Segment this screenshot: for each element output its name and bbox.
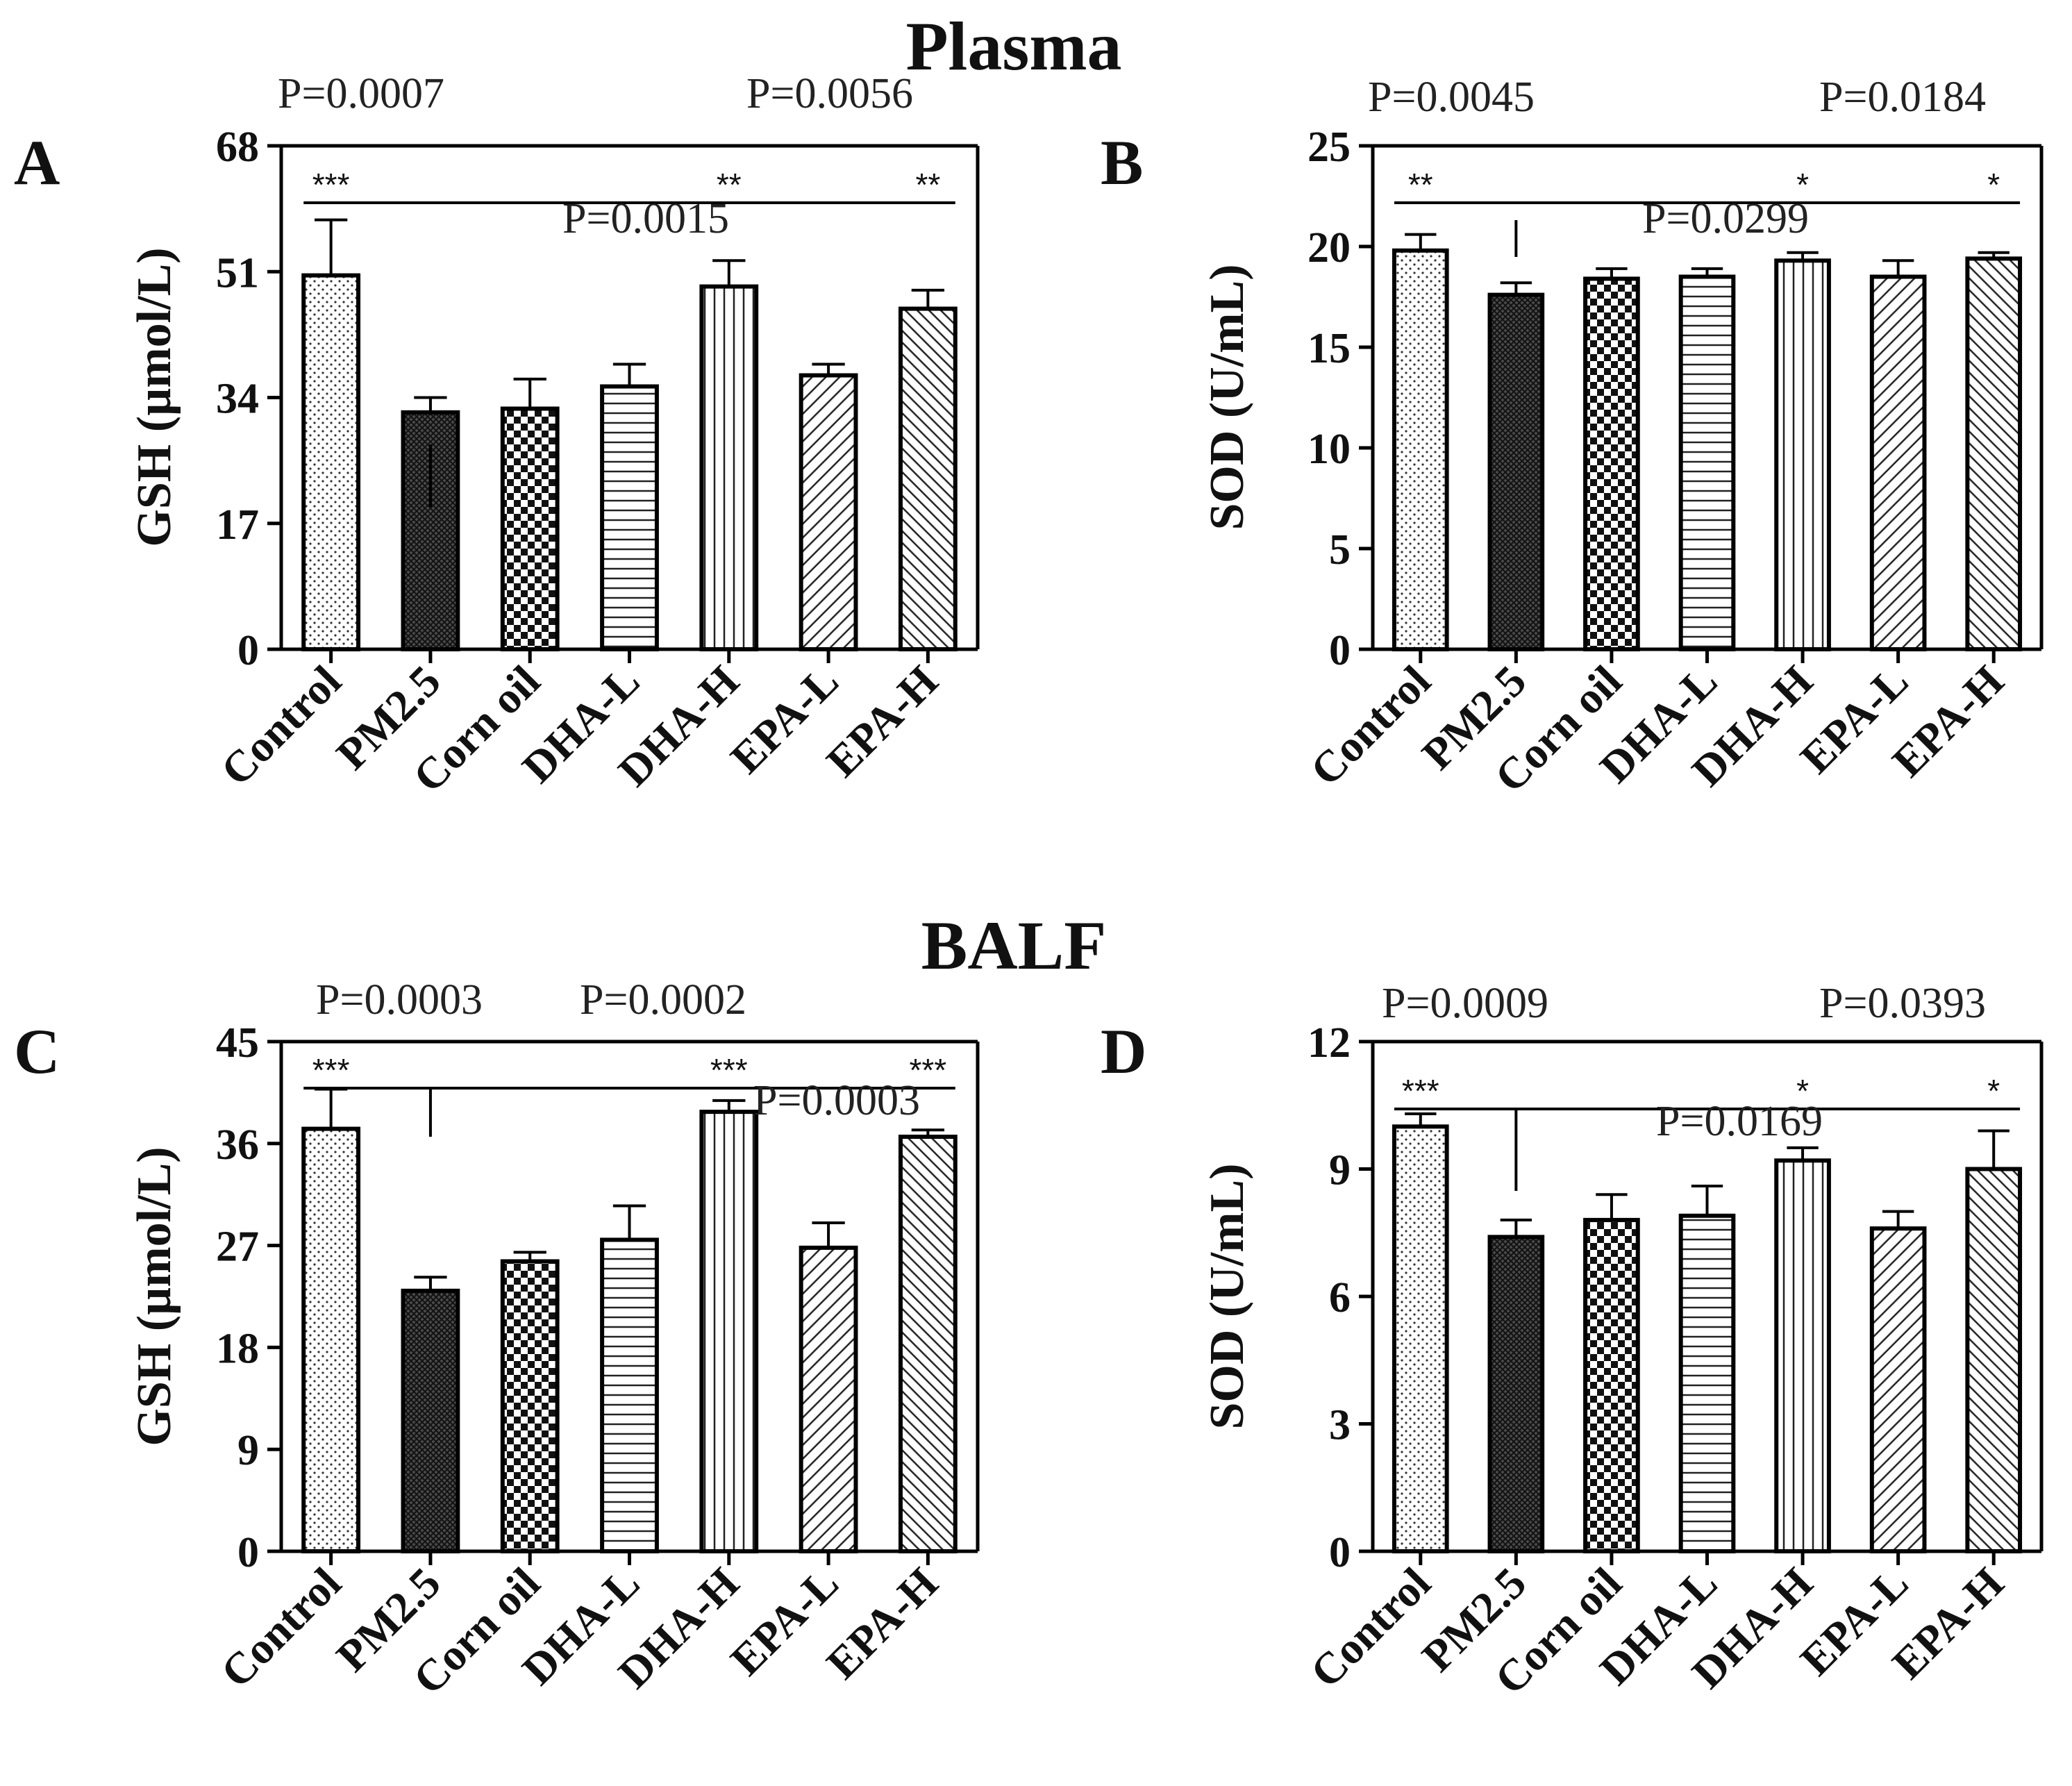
p-value-label: P=0.0045 xyxy=(1368,74,1535,121)
p-value-label: P=0.0003 xyxy=(316,976,483,1024)
balf-title: BALF xyxy=(921,907,1107,984)
p-value-label: P=0.0003 xyxy=(753,1077,920,1124)
y-axis-label: GSH (µmol/L) xyxy=(128,1146,181,1446)
bar-dha-l xyxy=(1678,1213,1736,1553)
x-tick-label: Control xyxy=(211,656,350,795)
significance-marker: ** xyxy=(717,167,742,203)
p-value-label: P=0.0299 xyxy=(1642,195,1809,242)
bar-epa-l xyxy=(799,1245,858,1553)
panel-letter-b: B xyxy=(1101,127,1143,198)
bar-epa-h xyxy=(898,1135,958,1553)
significance-marker: *** xyxy=(312,167,350,203)
significance-marker: * xyxy=(1796,167,1809,203)
panel-letter-a: A xyxy=(14,127,60,198)
bar-pm2-5 xyxy=(1487,1235,1545,1554)
p-value-label: P=0.0002 xyxy=(580,976,746,1024)
p-value-label: P=0.0169 xyxy=(1656,1098,1823,1145)
y-tick-label: 17 xyxy=(216,501,259,549)
p-value-label: P=0.0007 xyxy=(278,70,444,117)
bar-control xyxy=(1392,1124,1449,1554)
significance-marker: ** xyxy=(1408,167,1433,203)
significance-marker: * xyxy=(1987,167,2000,203)
y-tick-label: 45 xyxy=(216,1019,259,1067)
x-tick-label: EPA-H xyxy=(1882,1558,2013,1689)
panel-letter-c: C xyxy=(14,1016,60,1087)
p-value-label: P=0.0184 xyxy=(1819,74,1986,121)
bar-dha-h xyxy=(699,1110,759,1553)
panel-letter-d: D xyxy=(1101,1016,1146,1087)
bar-epa-l xyxy=(799,373,858,651)
bar-dha-h xyxy=(1774,1158,1831,1554)
bar-control xyxy=(1392,248,1449,651)
y-axis-label: SOD (U/mL) xyxy=(1201,1163,1254,1429)
significance-marker: * xyxy=(1796,1073,1809,1109)
y-tick-label: 25 xyxy=(1307,124,1351,171)
y-tick-label: 3 xyxy=(1329,1402,1351,1449)
y-tick-label: 36 xyxy=(216,1121,259,1169)
bar-corn-oil xyxy=(500,406,560,652)
bar-epa-h xyxy=(898,306,958,651)
y-tick-label: 15 xyxy=(1307,325,1351,372)
bar-pm2-5 xyxy=(1487,292,1545,651)
y-tick-label: 0 xyxy=(237,1529,259,1576)
bar-dha-h xyxy=(699,284,759,651)
y-tick-label: 68 xyxy=(216,124,259,171)
x-tick-label: EPA-H xyxy=(817,1558,948,1689)
x-tick-label: Control xyxy=(1301,656,1439,795)
x-tick-label: EPA-H xyxy=(817,656,948,787)
y-tick-label: 20 xyxy=(1307,224,1351,272)
bar-epa-l xyxy=(1869,274,1927,651)
p-value-label: P=0.0009 xyxy=(1382,980,1548,1027)
bar-pm2-5 xyxy=(401,1288,460,1554)
y-tick-label: 9 xyxy=(237,1427,259,1474)
bar-control xyxy=(301,1126,361,1553)
p-value-label: P=0.0015 xyxy=(562,195,729,242)
x-tick-label: Control xyxy=(211,1558,350,1697)
x-tick-label: Control xyxy=(1301,1558,1439,1697)
p-value-label: P=0.0393 xyxy=(1819,980,1986,1027)
bar-corn-oil xyxy=(1583,1217,1640,1554)
y-tick-label: 18 xyxy=(216,1325,259,1372)
y-tick-label: 0 xyxy=(237,627,259,674)
x-tick-label: EPA-H xyxy=(1882,656,2013,787)
significance-marker: *** xyxy=(710,1052,748,1088)
significance-marker: * xyxy=(1987,1073,2000,1109)
p-value-label: P=0.0056 xyxy=(746,70,913,117)
plasma-title: Plasma xyxy=(905,8,1121,85)
y-tick-label: 10 xyxy=(1307,426,1351,473)
y-tick-label: 6 xyxy=(1329,1274,1351,1321)
bar-dha-l xyxy=(1678,274,1736,651)
bar-control xyxy=(301,273,361,651)
bar-dha-l xyxy=(600,384,659,651)
bar-epa-h xyxy=(1965,1167,2023,1553)
bar-epa-h xyxy=(1965,256,2023,651)
y-tick-label: 9 xyxy=(1329,1147,1351,1194)
y-tick-label: 0 xyxy=(1329,1529,1351,1576)
bar-epa-l xyxy=(1869,1226,1927,1553)
bar-dha-h xyxy=(1774,258,1831,651)
y-tick-label: 5 xyxy=(1329,526,1351,574)
bar-dha-l xyxy=(600,1237,659,1553)
y-tick-label: 0 xyxy=(1329,627,1351,674)
significance-marker: ** xyxy=(915,167,940,203)
y-tick-label: 51 xyxy=(216,249,259,297)
y-tick-label: 27 xyxy=(216,1224,259,1271)
y-tick-label: 12 xyxy=(1307,1019,1351,1067)
bar-corn-oil xyxy=(1583,276,1640,651)
significance-marker: *** xyxy=(1402,1073,1439,1109)
y-tick-label: 34 xyxy=(216,376,259,423)
bar-corn-oil xyxy=(500,1259,560,1553)
significance-marker: *** xyxy=(312,1052,350,1088)
y-axis-label: GSH (µmol/L) xyxy=(128,247,181,546)
significance-marker: *** xyxy=(909,1052,946,1088)
y-axis-label: SOD (U/mL) xyxy=(1201,264,1254,530)
